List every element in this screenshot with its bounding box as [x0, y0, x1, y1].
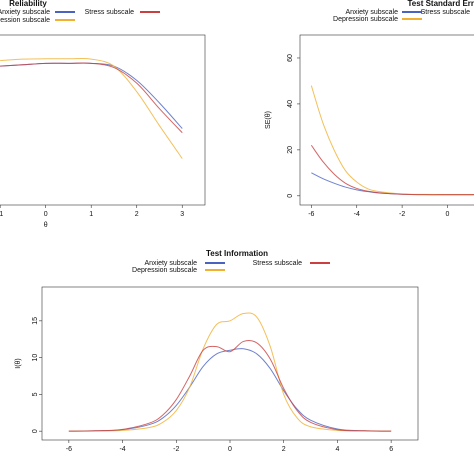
legend-label: Anxiety subscale — [0, 9, 50, 16]
series-line — [68, 312, 392, 432]
x-tick-label: 0 — [228, 446, 232, 453]
y-tick-label: 10 — [32, 354, 39, 362]
y-axis-label: I(θ) — [15, 358, 22, 369]
x-tick-label: 2 — [135, 211, 139, 218]
plot-frame — [299, 34, 474, 206]
legend-label: Anxiety subscale — [144, 260, 197, 267]
x-tick-label: -6 — [308, 211, 314, 218]
chart-title: Test Information — [206, 249, 268, 258]
y-tick-label: 60 — [287, 54, 294, 62]
series-line — [310, 144, 474, 196]
x-tick-label: 4 — [335, 446, 339, 453]
legend-label: Depression subscale — [0, 17, 50, 24]
legend-label: Anxiety subscale — [345, 9, 398, 16]
series-line — [0, 57, 183, 159]
series-line — [0, 62, 183, 134]
x-tick-label: 2 — [282, 446, 286, 453]
x-tick-label: -4 — [354, 211, 360, 218]
x-tick-label: 6 — [389, 446, 393, 453]
chart-title: Reliability — [9, 0, 47, 8]
x-tick-label: -4 — [119, 446, 125, 453]
y-tick-label: 0 — [32, 429, 39, 433]
plot-frame — [41, 286, 419, 441]
y-tick-label: 5 — [32, 392, 39, 396]
x-axis-label: θ — [44, 222, 48, 229]
chart-title: Test Standard Errors — [408, 0, 474, 8]
y-axis-label: SE(θ) — [265, 111, 272, 129]
x-tick-label: -2 — [399, 211, 405, 218]
x-tick-label: 3 — [180, 211, 184, 218]
plot-frame — [0, 34, 206, 206]
legend-label: Stress subscale — [85, 9, 135, 16]
x-tick-label: -6 — [66, 446, 72, 453]
x-tick-label: 0 — [44, 211, 48, 218]
y-tick-label: 15 — [32, 317, 39, 325]
series-line — [68, 339, 392, 432]
series-line — [68, 348, 392, 432]
legend-label: Depression subscale — [132, 267, 197, 274]
series-line — [310, 85, 474, 196]
x-tick-label: 0 — [446, 211, 450, 218]
y-tick-label: 40 — [287, 100, 294, 108]
x-tick-label: -1 — [0, 211, 3, 218]
legend-label: Stress subscale — [253, 260, 303, 267]
legend-label: Depression subscale — [333, 16, 398, 23]
x-tick-label: 1 — [89, 211, 93, 218]
legend-label: Stress subscale — [421, 9, 471, 16]
y-tick-label: 0 — [287, 194, 294, 198]
y-tick-label: 20 — [287, 146, 294, 154]
x-tick-label: -2 — [173, 446, 179, 453]
